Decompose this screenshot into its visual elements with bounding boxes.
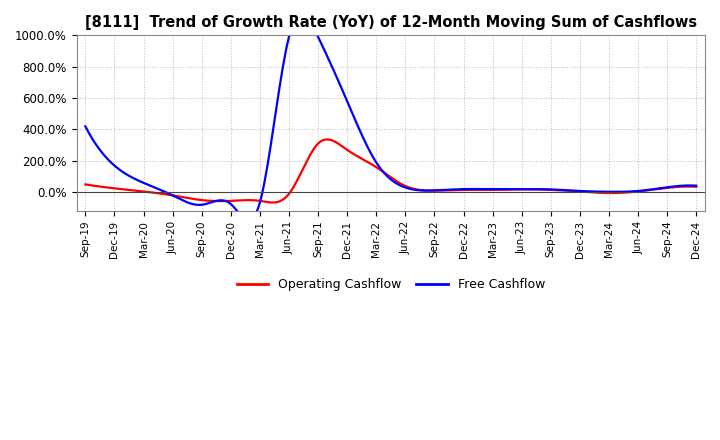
Free Cashflow bbox=[155, 187, 163, 192]
Free Cashflow bbox=[81, 124, 90, 129]
Line: Operating Cashflow: Operating Cashflow bbox=[86, 139, 696, 202]
Operating Cashflow bbox=[268, 200, 276, 205]
Operating Cashflow bbox=[155, 191, 163, 196]
Free Cashflow bbox=[282, 48, 290, 53]
Title: [8111]  Trend of Growth Rate (YoY) of 12-Month Moving Sum of Cashflows: [8111] Trend of Growth Rate (YoY) of 12-… bbox=[85, 15, 697, 30]
Free Cashflow bbox=[525, 187, 534, 192]
Operating Cashflow bbox=[326, 137, 335, 143]
Operating Cashflow bbox=[528, 187, 536, 192]
Operating Cashflow bbox=[692, 184, 701, 189]
Free Cashflow bbox=[469, 187, 477, 192]
Legend: Operating Cashflow, Free Cashflow: Operating Cashflow, Free Cashflow bbox=[232, 273, 550, 296]
Operating Cashflow bbox=[525, 187, 534, 192]
Line: Free Cashflow: Free Cashflow bbox=[86, 15, 696, 220]
Free Cashflow bbox=[297, 12, 305, 18]
Operating Cashflow bbox=[81, 182, 90, 187]
Operating Cashflow bbox=[282, 194, 290, 200]
Operating Cashflow bbox=[469, 187, 477, 192]
Free Cashflow bbox=[528, 187, 536, 192]
Free Cashflow bbox=[692, 183, 701, 188]
Free Cashflow bbox=[326, 60, 335, 66]
Free Cashflow bbox=[245, 218, 253, 223]
Operating Cashflow bbox=[323, 137, 332, 142]
